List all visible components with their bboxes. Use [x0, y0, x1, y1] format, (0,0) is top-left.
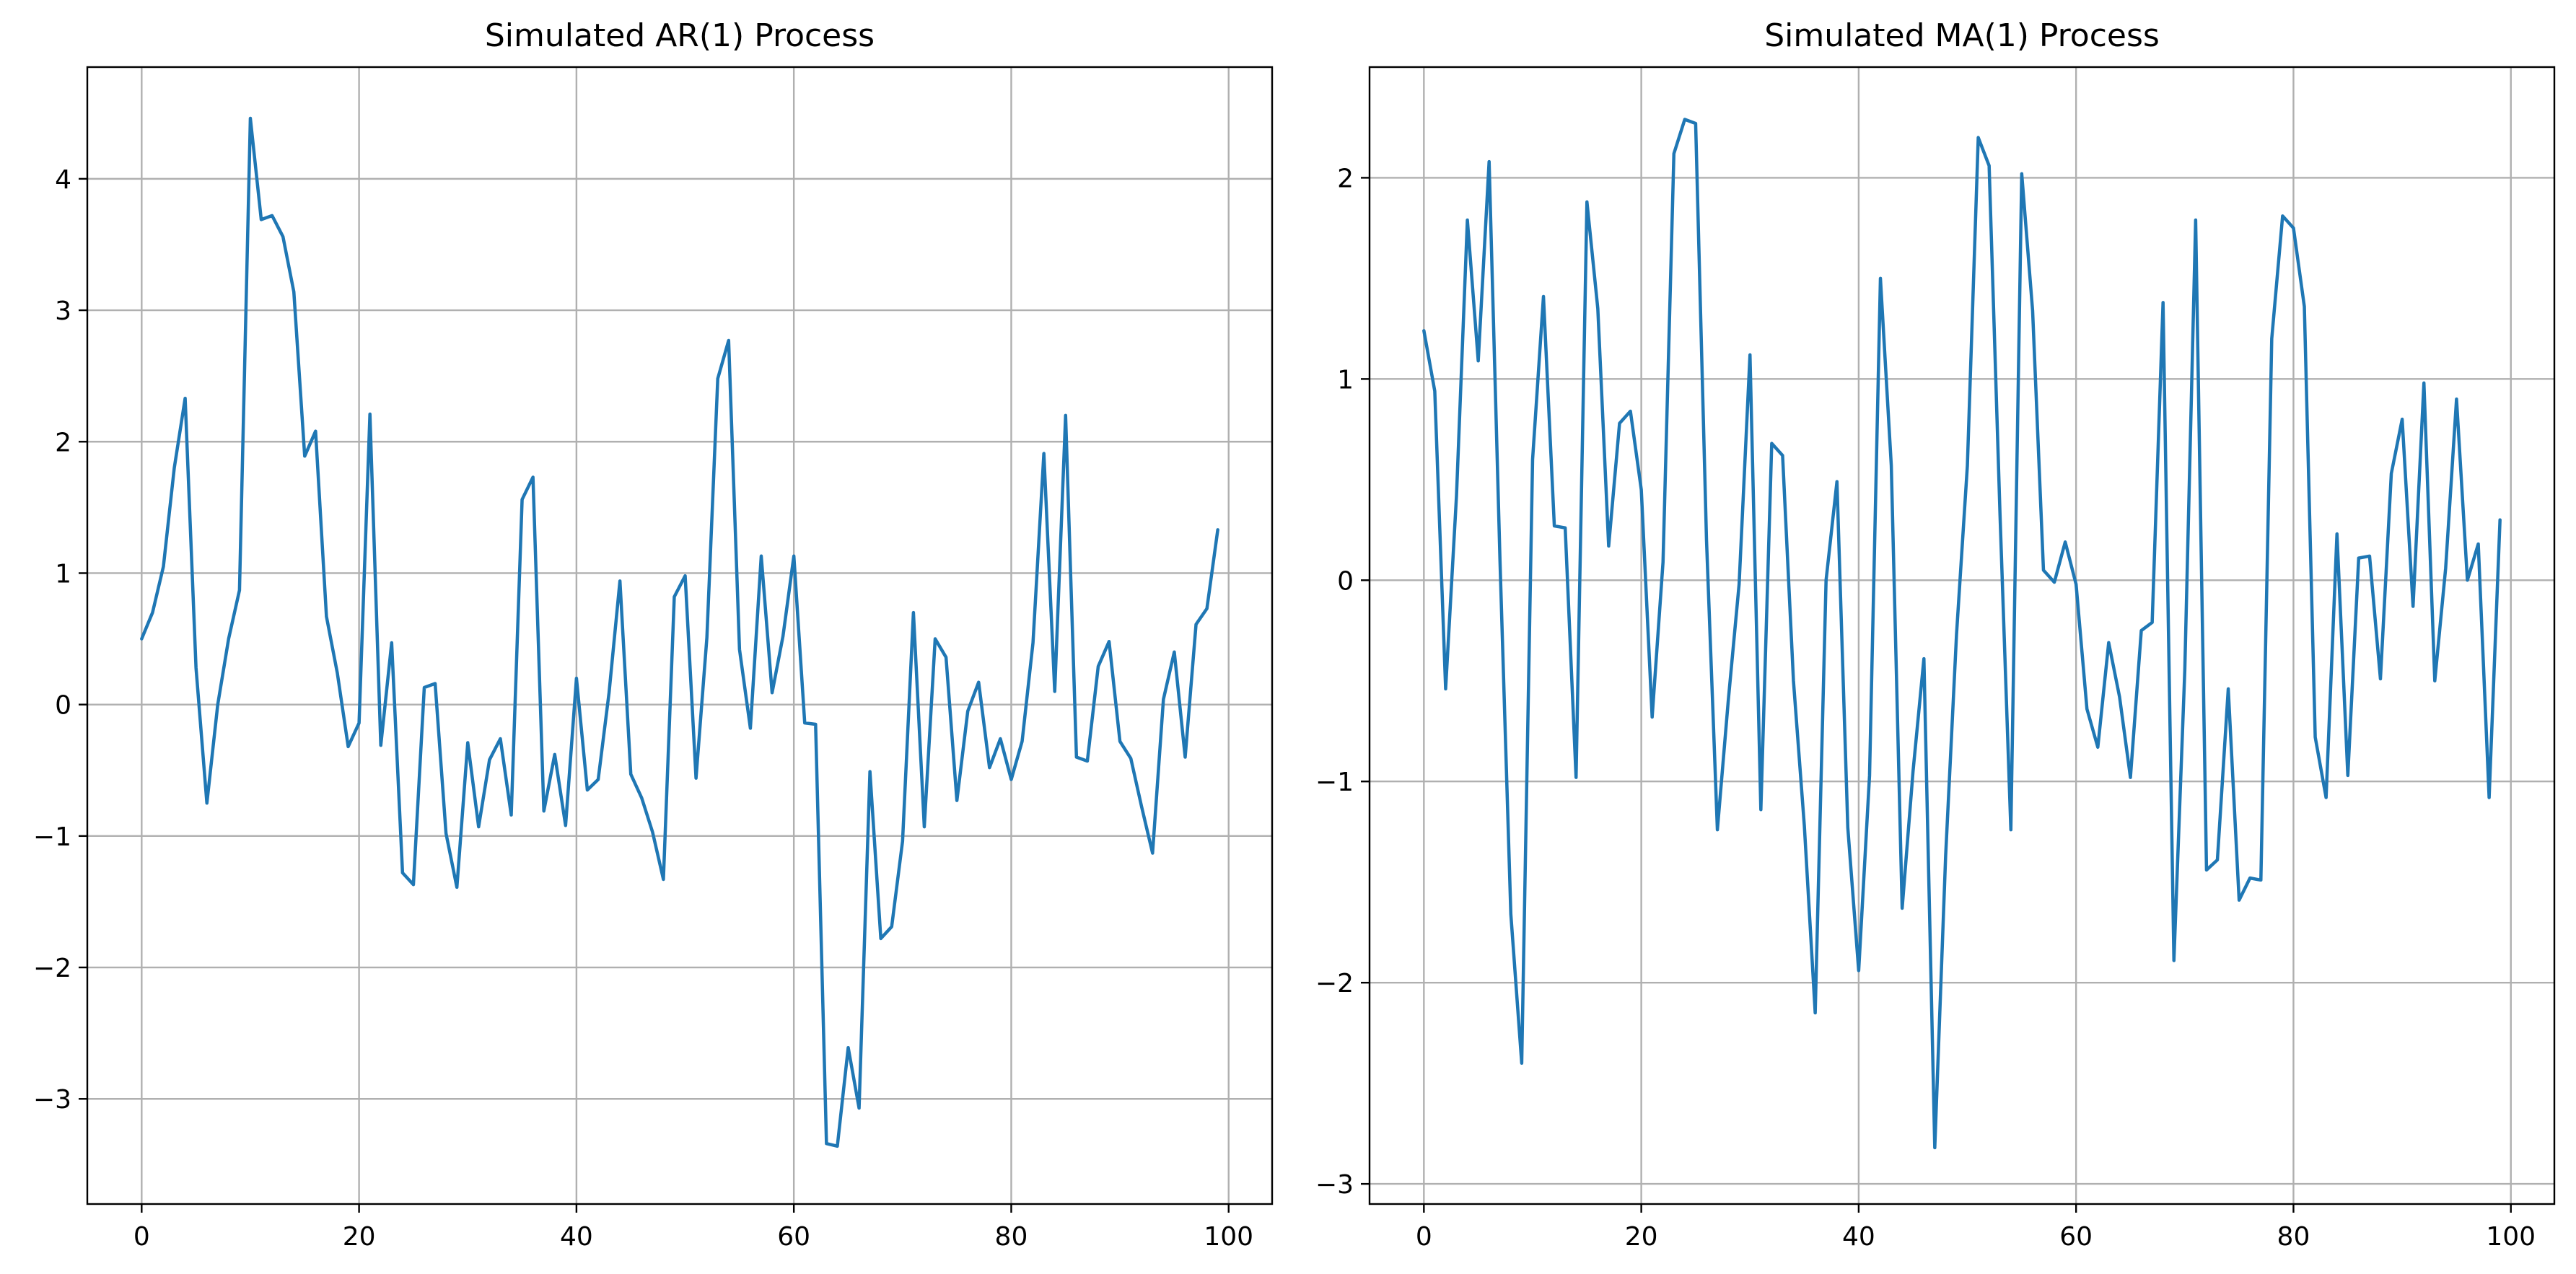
ma1-plot-frame	[1368, 66, 2556, 1205]
ar1-y-tick-label: 0	[55, 691, 71, 721]
ma1-chart: 0 20 40 60 80 100 −3 −2 −1 0 1 2 Simulated MA(1) Pr…	[1315, 17, 2556, 1252]
ar1-x-tick-label: 0	[133, 1222, 150, 1252]
ar1-x-tick-label: 100	[1204, 1222, 1253, 1252]
ma1-x-tick-label: 80	[2277, 1222, 2310, 1252]
ar1-x-tick-label: 80	[995, 1222, 1028, 1252]
ar1-y-tick-label: 2	[55, 428, 71, 457]
ar1-y-tick-label: −2	[33, 954, 71, 983]
ma1-x-tick-label: 40	[1842, 1222, 1875, 1252]
ma1-y-tick-label: 1	[1337, 365, 1354, 395]
ar1-y-tick-label: −1	[33, 822, 71, 852]
ma1-y-tick-label: −2	[1315, 969, 1354, 998]
ma1-series-line	[1422, 118, 2502, 1150]
ma1-x-tick-label: 60	[2059, 1222, 2093, 1252]
ma1-chart-title: Simulated MA(1) Process	[1764, 17, 2160, 54]
ar1-y-tick-label: 1	[55, 559, 71, 589]
ar1-x-tick-label: 20	[343, 1222, 376, 1252]
ar1-x-tick-label: 40	[560, 1222, 593, 1252]
ar1-y-tick-label: 4	[55, 165, 71, 195]
ar1-chart: 0 20 40 60 80 100 −3 −2 −1 0 1 2 3 4 Simulated AR(1) …	[33, 17, 1274, 1252]
ar1-y-tick-label: 3	[55, 296, 71, 326]
ma1-x-tick-label: 0	[1416, 1222, 1432, 1252]
ma1-y-tick-label: 0	[1337, 566, 1354, 596]
ma1-y-tick-label: −1	[1315, 768, 1354, 797]
ar1-chart-title: Simulated AR(1) Process	[485, 17, 875, 54]
ma1-y-tick-label: −3	[1315, 1170, 1354, 1200]
ma1-y-tick-label: 2	[1337, 164, 1354, 193]
ar1-series-line	[140, 116, 1219, 1148]
ar1-plot-frame	[86, 66, 1274, 1205]
ma1-x-tick-label: 20	[1625, 1222, 1658, 1252]
ar1-y-tick-label: −3	[33, 1085, 71, 1115]
ma1-x-tick-label: 100	[2486, 1222, 2536, 1252]
ar1-x-tick-label: 60	[777, 1222, 810, 1252]
